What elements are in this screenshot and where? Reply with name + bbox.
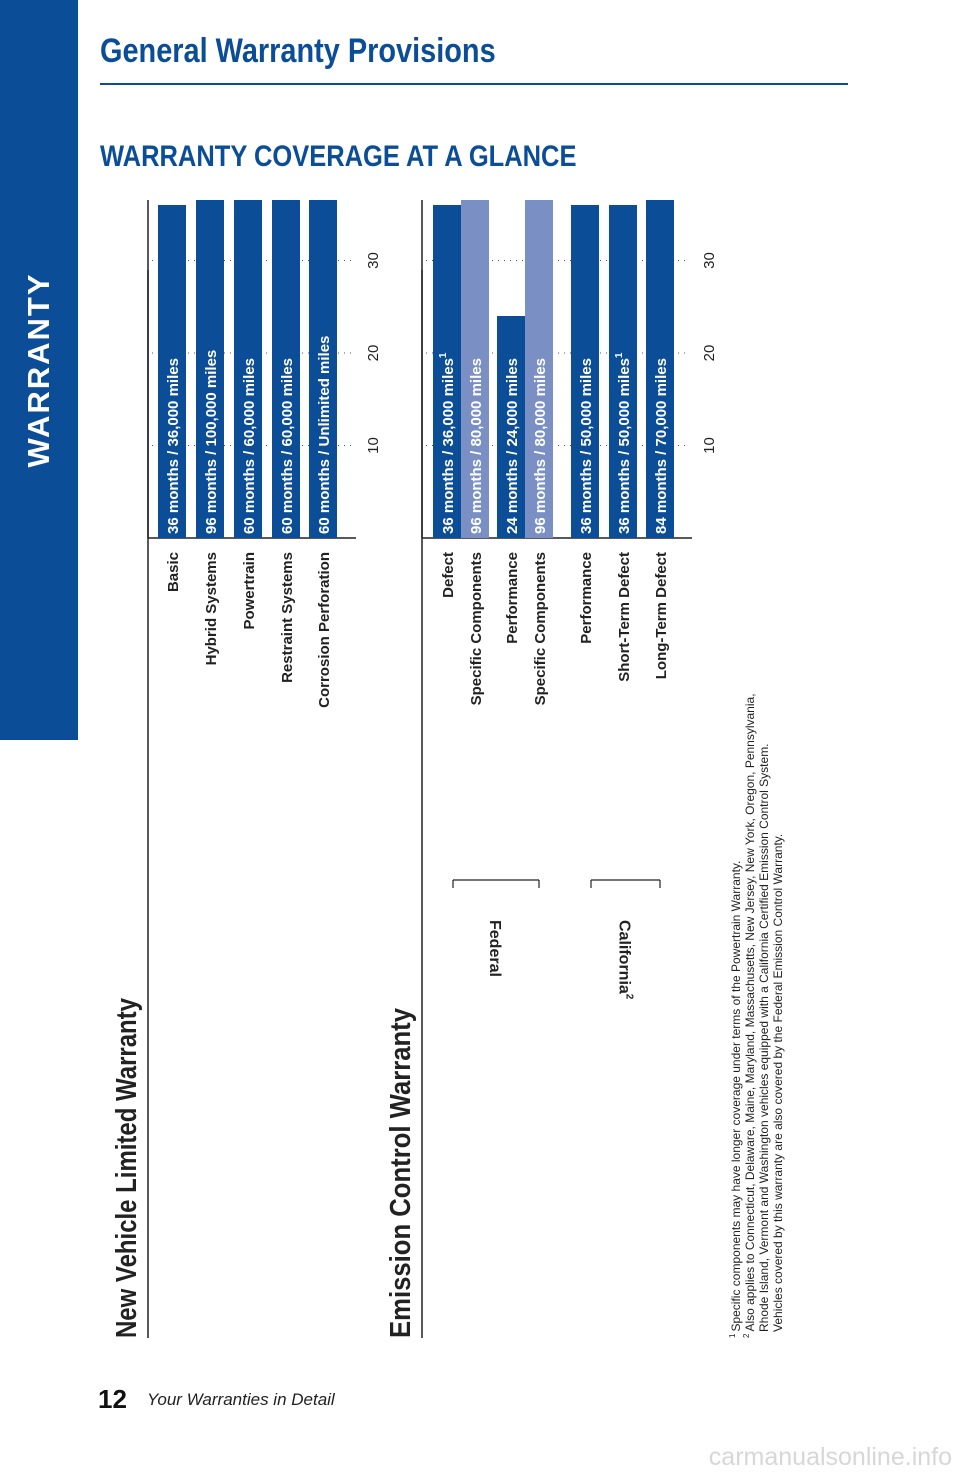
bar-label-superscript: 1 xyxy=(614,352,625,358)
footnote-line: Vehicles covered by this warranty are al… xyxy=(771,834,785,1332)
category-label: Performance xyxy=(578,552,595,644)
chart-title: New Vehicle Limited Warranty xyxy=(111,998,143,1338)
section-title: WARRANTY COVERAGE AT A GLANCE xyxy=(100,140,577,173)
tick-label: 20 xyxy=(365,345,382,362)
bar xyxy=(196,200,224,538)
category-label: Powertrain xyxy=(241,552,258,630)
group-label: California2 xyxy=(616,920,635,1000)
category-label: Specific Components xyxy=(532,552,549,705)
bar-label: 96 months / 80,000 miles xyxy=(532,358,549,534)
category-label: Restraint Systems xyxy=(279,552,296,683)
bar xyxy=(646,200,674,538)
section-tab-label: WARRANTY xyxy=(21,272,56,468)
bar-label: 36 months / 36,000 miles1 xyxy=(438,352,457,534)
bar-label: 84 months / 70,000 miles xyxy=(653,358,670,534)
bar xyxy=(609,205,637,538)
bar-label: 60 months / 60,000 miles xyxy=(279,358,296,534)
page-number: 12 xyxy=(98,1384,127,1414)
category-label: Hybrid Systems xyxy=(203,552,220,665)
bar-label: 24 months / 24,000 miles xyxy=(504,358,521,534)
category-label: Specific Components xyxy=(468,552,485,705)
tick-label: 10 xyxy=(365,437,382,454)
section-tab: WARRANTY xyxy=(0,0,78,740)
bar xyxy=(525,200,553,538)
chart-title: Emission Control Warranty xyxy=(385,1008,417,1338)
category-label: Basic xyxy=(165,552,182,592)
bar xyxy=(234,200,262,538)
footnote-marker: 2 xyxy=(742,1333,751,1338)
tick-label: 10 xyxy=(701,437,718,454)
bar xyxy=(309,200,337,538)
bar-label: 96 months / 80,000 miles xyxy=(468,358,485,534)
bar-label: 36 months / 50,000 miles xyxy=(578,358,595,534)
warranty-chart: New Vehicle Limited Warranty102030405060… xyxy=(111,200,785,1338)
footnote-text: Specific components may have longer cove… xyxy=(729,861,743,1332)
group-label: Federal xyxy=(486,920,503,977)
bar-label: 60 months / 60,000 miles xyxy=(241,358,258,534)
tick-label: 20 xyxy=(701,345,718,362)
footnote-line: 2 Also applies to Connecticut, Delaware, … xyxy=(742,693,757,1338)
bar xyxy=(497,316,525,538)
tick-label: 30 xyxy=(365,252,382,269)
bar xyxy=(571,205,599,538)
bar xyxy=(461,200,489,538)
footnote-text: Rhode Island, Vermont and Washington veh… xyxy=(757,743,771,1332)
bar-label: 60 months / Unlimited miles xyxy=(316,336,333,534)
footnote-text: Vehicles covered by this warranty are al… xyxy=(771,834,785,1332)
bar-label-superscript: 1 xyxy=(438,352,449,358)
bar-label: 96 months / 100,000 miles xyxy=(203,350,220,534)
bar-label: 36 months / 50,000 miles1 xyxy=(614,352,633,534)
footnote-line: Rhode Island, Vermont and Washington veh… xyxy=(757,743,771,1332)
chart-rotated-group: New Vehicle Limited Warranty102030405060… xyxy=(111,200,785,1338)
category-label: Short-Term Defect xyxy=(616,552,633,682)
footnote-text: Also applies to Connecticut, Delaware, M… xyxy=(743,693,757,1331)
page-title: General Warranty Provisions xyxy=(100,32,496,70)
category-label: Long-Term Defect xyxy=(653,552,670,679)
category-label: Performance xyxy=(504,552,521,644)
footer-text: Your Warranties in Detail xyxy=(147,1390,335,1409)
category-label: Corrosion Perforation xyxy=(316,552,333,708)
tick-label: 30 xyxy=(701,252,718,269)
group-label-superscript: 2 xyxy=(624,994,635,1000)
footnote-line: 1Specific components may have longer cov… xyxy=(728,861,743,1338)
watermark: carmanualsonline.info xyxy=(708,1443,952,1471)
bar-label: 36 months / 36,000 miles xyxy=(165,358,182,534)
bar xyxy=(158,205,186,538)
bar xyxy=(272,200,300,538)
bar xyxy=(433,205,461,538)
footnote-marker: 1 xyxy=(728,1333,737,1338)
category-label: Defect xyxy=(440,552,457,598)
header-divider xyxy=(100,83,848,85)
